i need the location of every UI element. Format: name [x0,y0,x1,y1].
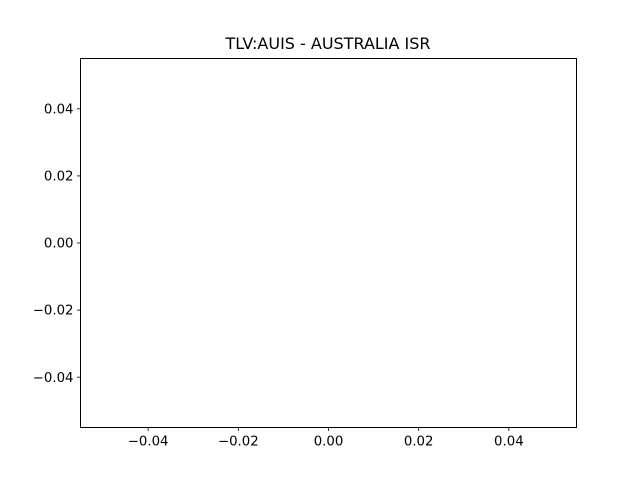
y-tick-label: −0.04 [33,371,74,386]
y-tick-label: 0.00 [44,237,74,252]
y-tick-label: 0.04 [44,102,74,117]
x-tick-label: −0.02 [218,435,259,450]
x-tick-label: 0.02 [404,435,434,450]
x-tick-label: 0.00 [314,435,344,450]
y-axis: −0.04 −0.02 0.00 0.02 0.04 [33,102,81,386]
y-tick-label: −0.02 [33,304,74,319]
x-axis: −0.04 −0.02 0.00 0.02 0.04 [128,427,524,450]
y-tick-label: 0.02 [44,170,74,185]
axes-frame [80,58,577,428]
chart-title: TLV:AUIS - AUSTRALIA ISR [224,34,430,53]
x-tick-label: 0.04 [494,435,524,450]
x-tick-label: −0.04 [128,435,169,450]
